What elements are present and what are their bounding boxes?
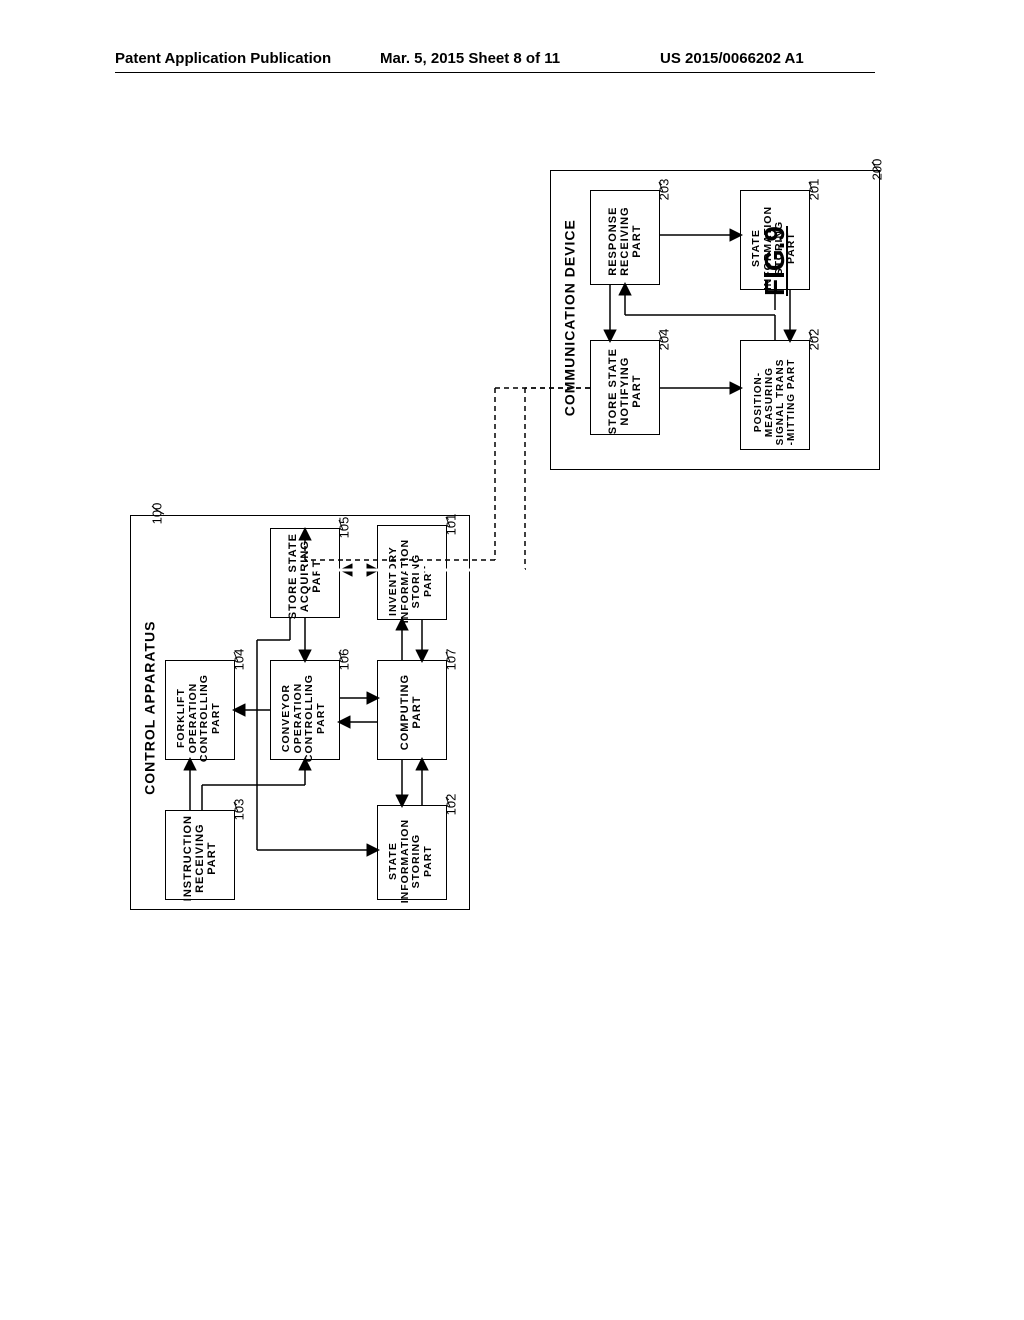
header-rule bbox=[115, 72, 875, 73]
figure-label: FIG.9 bbox=[759, 226, 791, 296]
header-right: US 2015/0066202 A1 bbox=[660, 50, 804, 67]
header-center: Mar. 5, 2015 Sheet 8 of 11 bbox=[380, 50, 560, 67]
header-left: Patent Application Publication bbox=[115, 50, 331, 67]
